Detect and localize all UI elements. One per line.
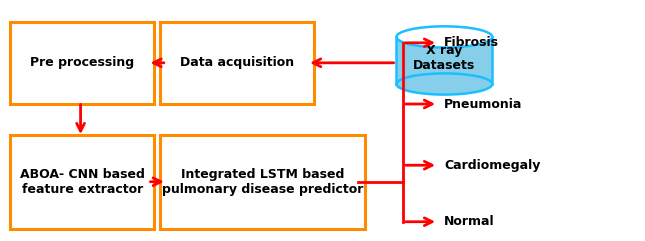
FancyBboxPatch shape	[10, 135, 154, 229]
Ellipse shape	[397, 74, 492, 95]
Text: Data acquisition: Data acquisition	[180, 56, 294, 69]
Text: Normal: Normal	[444, 215, 495, 228]
Text: Pre processing: Pre processing	[30, 56, 134, 69]
Text: Fibrosis: Fibrosis	[444, 36, 499, 49]
Text: Integrated LSTM based
pulmonary disease predictor: Integrated LSTM based pulmonary disease …	[162, 168, 363, 196]
Text: ABOA- CNN based
feature extractor: ABOA- CNN based feature extractor	[20, 168, 144, 196]
FancyBboxPatch shape	[161, 135, 364, 229]
Text: X ray
Datasets: X ray Datasets	[413, 44, 475, 72]
FancyBboxPatch shape	[10, 22, 154, 104]
FancyBboxPatch shape	[397, 37, 492, 84]
Text: Pneumonia: Pneumonia	[444, 98, 522, 111]
Ellipse shape	[397, 26, 492, 47]
FancyBboxPatch shape	[161, 22, 313, 104]
Text: Cardiomegaly: Cardiomegaly	[444, 159, 541, 172]
